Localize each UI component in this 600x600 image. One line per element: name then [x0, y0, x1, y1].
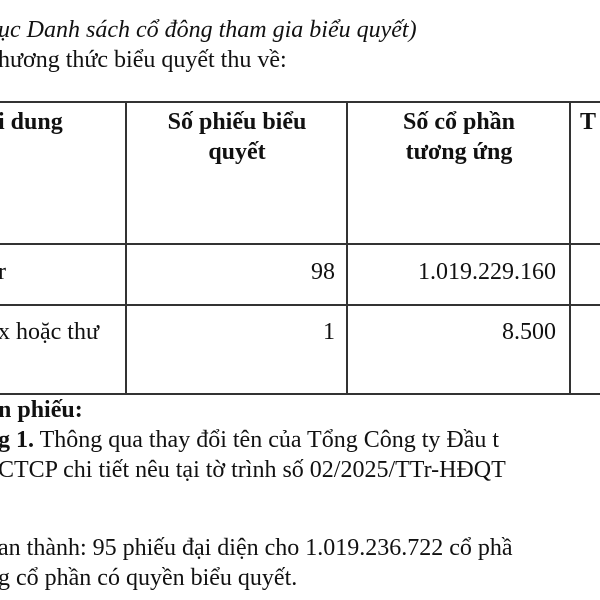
- row-label: x hoặc thư: [0, 319, 99, 345]
- intro-line-1: ục Danh sách cổ đông tham gia biểu quyết…: [0, 17, 417, 43]
- item-label: g 1.: [0, 427, 34, 453]
- table-border: [0, 243, 600, 245]
- header-votes: Số phiếu biểu: [167, 109, 307, 135]
- approve-line-1: an thành: 95 phiếu đại diện cho 1.019.23…: [0, 535, 513, 561]
- row-label: r: [0, 259, 6, 285]
- item-text: Thông qua thay đổi tên của Tổng Công ty …: [34, 427, 500, 453]
- row-votes: 98: [311, 259, 335, 285]
- approve-line-2: g cổ phần có quyền biểu quyết.: [0, 565, 298, 591]
- header-shares-2: tương ứng: [405, 139, 513, 165]
- item-line-2: CTCP chi tiết nêu tại tờ trình số 02/202…: [0, 457, 506, 483]
- header-content: i dung: [0, 109, 63, 135]
- table-border: [0, 304, 600, 306]
- table-border: [0, 101, 600, 103]
- header-shares: Số cổ phần: [402, 109, 516, 135]
- header-votes-2: quyết: [208, 139, 266, 165]
- section-heading: n phiếu:: [0, 397, 83, 423]
- header-ratio: T: [580, 109, 597, 135]
- row-shares: 8.500: [502, 319, 556, 345]
- table-border: [569, 101, 571, 395]
- item-line-1: g 1. Thông qua thay đổi tên của Tổng Côn…: [0, 425, 499, 455]
- row-votes: 1: [323, 319, 335, 345]
- table-border: [0, 393, 600, 395]
- table-border: [125, 101, 127, 395]
- intro-line-2: hương thức biểu quyết thu về:: [0, 47, 287, 73]
- row-shares: 1.019.229.160: [418, 259, 556, 285]
- table-border: [346, 101, 348, 395]
